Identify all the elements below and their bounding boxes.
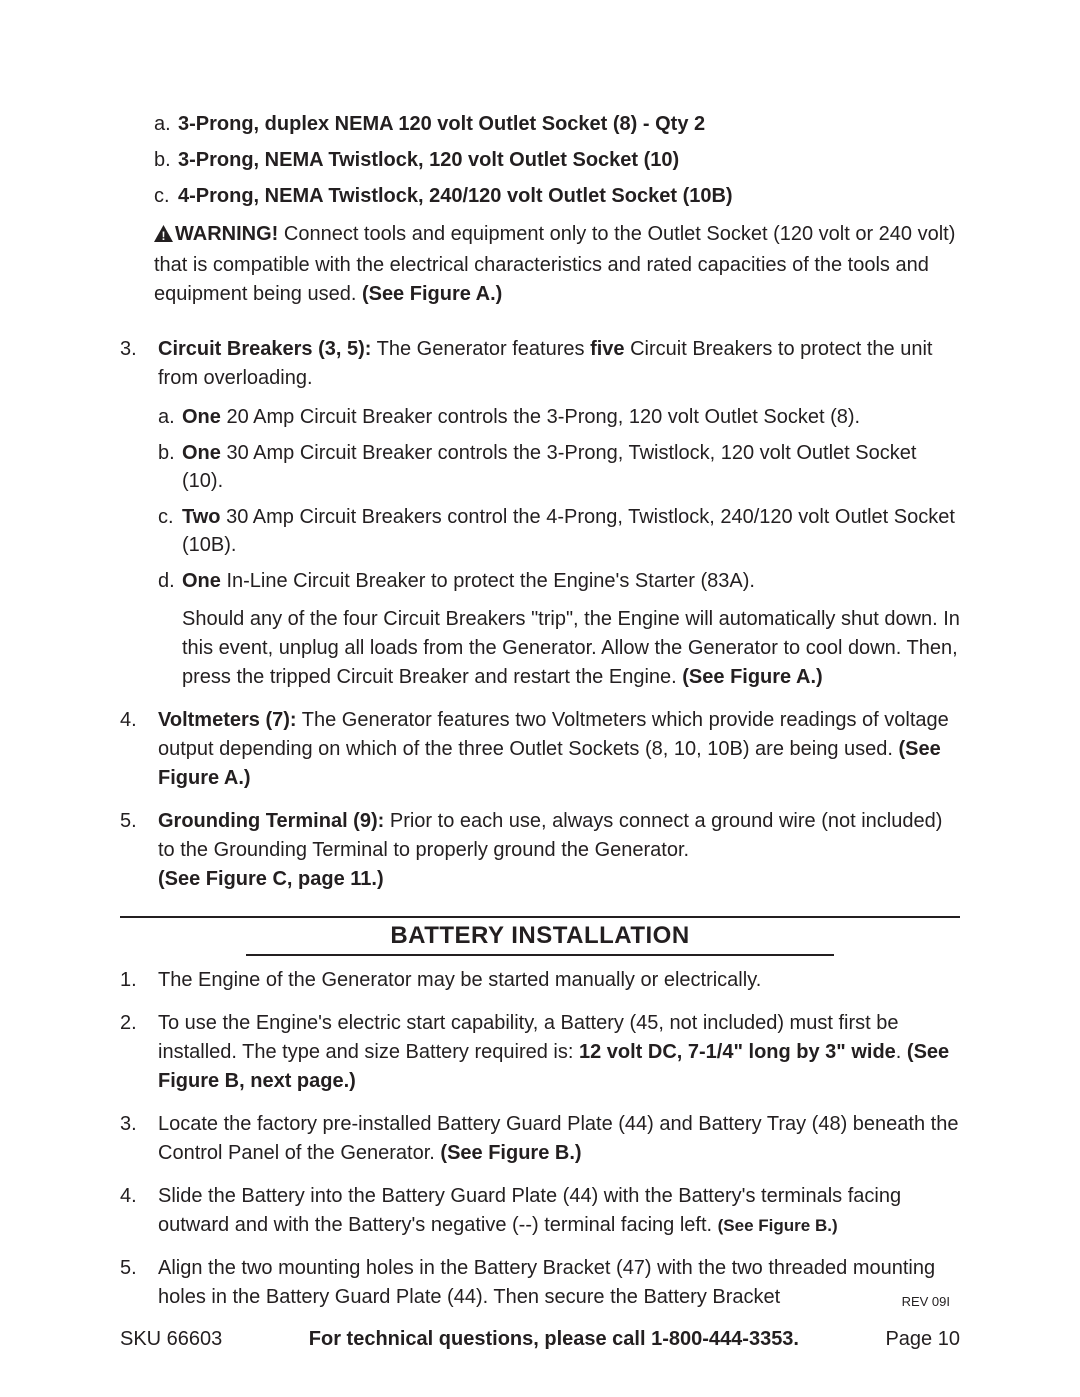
item3-heading: Circuit Breakers (3, 5): bbox=[158, 338, 371, 360]
sub-text: One In-Line Circuit Breaker to protect t… bbox=[182, 567, 755, 595]
warning-paragraph: ! WARNING! Connect tools and equipment o… bbox=[154, 220, 960, 309]
item-marker: 5. bbox=[120, 1254, 158, 1312]
sublist-letter: c. bbox=[154, 182, 178, 210]
batt-item-3: 3. Locate the factory pre-installed Batt… bbox=[120, 1110, 960, 1168]
warning-icon: ! bbox=[154, 222, 173, 251]
batt-item-5: 5. Align the two mounting holes in the B… bbox=[120, 1254, 960, 1312]
item-marker: 3. bbox=[120, 1110, 158, 1168]
item-body: Voltmeters (7): The Generator features t… bbox=[158, 706, 960, 793]
page-footer: SKU 66603 For technical questions, pleas… bbox=[120, 1328, 960, 1351]
item-marker: 3. bbox=[120, 335, 158, 692]
revision-label: REV 09I bbox=[902, 1294, 950, 1309]
item4-heading: Voltmeters (7): bbox=[158, 709, 297, 731]
sub-rest: 30 Amp Circuit Breakers control the 4-Pr… bbox=[182, 506, 955, 556]
item3-sub-a: a. One 20 Amp Circuit Breaker controls t… bbox=[158, 403, 960, 431]
outlet-sublist: a. 3-Prong, duplex NEMA 120 volt Outlet … bbox=[154, 110, 960, 210]
item-body: To use the Engine's electric start capab… bbox=[158, 1009, 960, 1096]
item-marker: 1. bbox=[120, 966, 158, 995]
sublist-text: 3-Prong, NEMA Twistlock, 120 volt Outlet… bbox=[178, 146, 679, 174]
sub-bold: One bbox=[182, 406, 221, 428]
item3-sub-c: c. Two 30 Amp Circuit Breakers control t… bbox=[158, 503, 960, 559]
followup-text: Should any of the four Circuit Breakers … bbox=[182, 608, 960, 688]
sublist-item-a: a. 3-Prong, duplex NEMA 120 volt Outlet … bbox=[154, 110, 960, 138]
item-marker: 2. bbox=[120, 1009, 158, 1096]
section-divider: BATTERY INSTALLATION bbox=[120, 916, 960, 956]
sub-bold: Two bbox=[182, 506, 221, 528]
sublist-text: 4-Prong, NEMA Twistlock, 240/120 volt Ou… bbox=[178, 182, 733, 210]
batt2-mid: . bbox=[896, 1041, 907, 1063]
batt4-ref: (See Figure B.) bbox=[718, 1216, 838, 1235]
sub-letter: d. bbox=[158, 567, 182, 595]
sub-letter: c. bbox=[158, 503, 182, 559]
sub-letter: b. bbox=[158, 439, 182, 495]
item-body: Slide the Battery into the Battery Guard… bbox=[158, 1182, 960, 1240]
item3-sub-b: b. One 30 Amp Circuit Breaker controls t… bbox=[158, 439, 960, 495]
item5-ref: (See Figure C, page 11.) bbox=[158, 868, 384, 890]
item3-rest1: The Generator features bbox=[371, 338, 590, 360]
item5-heading: Grounding Terminal (9): bbox=[158, 810, 384, 832]
item3-lead: Circuit Breakers (3, 5): The Generator f… bbox=[158, 335, 960, 393]
batt-item-1: 1. The Engine of the Generator may be st… bbox=[120, 966, 960, 995]
batt2-spec: 12 volt DC, 7-1/4" long by 3" wide bbox=[579, 1041, 896, 1063]
sub-rest: In-Line Circuit Breaker to protect the E… bbox=[221, 570, 755, 592]
sublist-item-b: b. 3-Prong, NEMA Twistlock, 120 volt Out… bbox=[154, 146, 960, 174]
numbered-item-4: 4. Voltmeters (7): The Generator feature… bbox=[120, 706, 960, 793]
item-body: Grounding Terminal (9): Prior to each us… bbox=[158, 807, 960, 894]
document-page: a. 3-Prong, duplex NEMA 120 volt Outlet … bbox=[0, 0, 1080, 1397]
warning-label: WARNING! bbox=[175, 223, 278, 245]
footer-page: Page 10 bbox=[885, 1328, 960, 1351]
item3-sublist: a. One 20 Amp Circuit Breaker controls t… bbox=[158, 403, 960, 595]
svg-text:!: ! bbox=[162, 229, 166, 242]
batt3-ref: (See Figure B.) bbox=[440, 1142, 581, 1164]
sublist-letter: a. bbox=[154, 110, 178, 138]
sub-text: One 30 Amp Circuit Breaker controls the … bbox=[182, 439, 960, 495]
footer-sku: SKU 66603 bbox=[120, 1328, 222, 1351]
item-body: Align the two mounting holes in the Batt… bbox=[158, 1254, 960, 1312]
sub-text: One 20 Amp Circuit Breaker controls the … bbox=[182, 403, 860, 431]
item3-followup: Should any of the four Circuit Breakers … bbox=[182, 605, 960, 692]
batt-item-2: 2. To use the Engine's electric start ca… bbox=[120, 1009, 960, 1096]
item-body: Locate the factory pre-installed Battery… bbox=[158, 1110, 960, 1168]
footer-support: For technical questions, please call 1-8… bbox=[309, 1328, 799, 1351]
section-title: BATTERY INSTALLATION bbox=[246, 922, 834, 956]
warning-ref: (See Figure A.) bbox=[362, 283, 502, 305]
sub-bold: One bbox=[182, 442, 221, 464]
sub-rest: 30 Amp Circuit Breaker controls the 3-Pr… bbox=[182, 442, 916, 492]
item-body: Circuit Breakers (3, 5): The Generator f… bbox=[158, 335, 960, 692]
numbered-item-3: 3. Circuit Breakers (3, 5): The Generato… bbox=[120, 335, 960, 692]
batt-item-4: 4. Slide the Battery into the Battery Gu… bbox=[120, 1182, 960, 1240]
item-marker: 4. bbox=[120, 1182, 158, 1240]
sublist-text: 3-Prong, duplex NEMA 120 volt Outlet Soc… bbox=[178, 110, 705, 138]
sub-text: Two 30 Amp Circuit Breakers control the … bbox=[182, 503, 960, 559]
sub-bold: One bbox=[182, 570, 221, 592]
sublist-item-c: c. 4-Prong, NEMA Twistlock, 240/120 volt… bbox=[154, 182, 960, 210]
followup-ref: (See Figure A.) bbox=[682, 666, 822, 688]
item3-sub-d: d. One In-Line Circuit Breaker to protec… bbox=[158, 567, 960, 595]
item-marker: 5. bbox=[120, 807, 158, 894]
sublist-letter: b. bbox=[154, 146, 178, 174]
item3-five: five bbox=[590, 338, 624, 360]
item-body: The Engine of the Generator may be start… bbox=[158, 966, 960, 995]
sub-letter: a. bbox=[158, 403, 182, 431]
item-marker: 4. bbox=[120, 706, 158, 793]
sub-rest: 20 Amp Circuit Breaker controls the 3-Pr… bbox=[221, 406, 860, 428]
numbered-item-5: 5. Grounding Terminal (9): Prior to each… bbox=[120, 807, 960, 894]
